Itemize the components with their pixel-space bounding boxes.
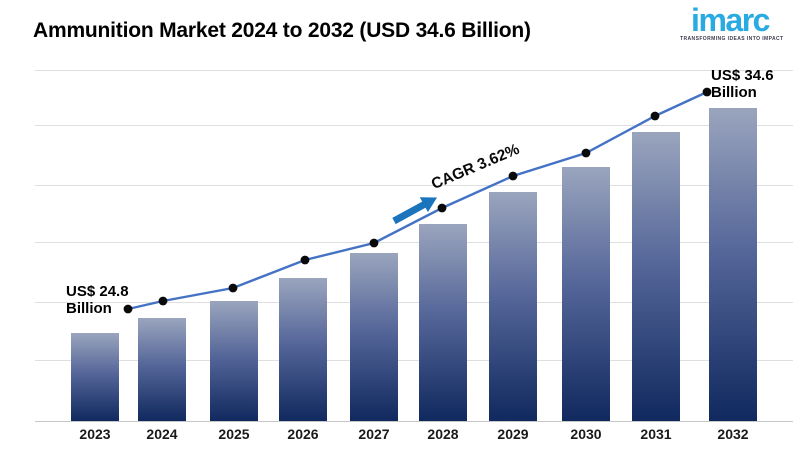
bar-2024: [138, 318, 186, 421]
x-axis-line: [35, 421, 793, 422]
end-value-line2: Billion: [711, 84, 757, 101]
grid-line-5: [35, 360, 793, 361]
bar-2023: [71, 333, 119, 421]
bar-2027: [350, 253, 398, 421]
bar-2026: [279, 278, 327, 421]
bar-2031: [632, 132, 680, 421]
x-axis-label-2027: 2027: [358, 426, 390, 442]
end-value-label: US$ 34.6 Billion: [711, 67, 774, 101]
x-axis-label-2026: 2026: [287, 426, 319, 442]
bar-2028: [419, 224, 467, 421]
imarc-logo-tagline: TRANSFORMING IDEAS INTO IMPACT: [680, 36, 784, 43]
imarc-logo-wordmark: imarc: [691, 2, 770, 38]
bar-2030: [562, 167, 610, 421]
x-axis-label-2024: 2024: [146, 426, 178, 442]
imarc-logo: imarc TRANSFORMING IDEAS INTO IMPACT: [680, 2, 784, 43]
x-axis-label-2028: 2028: [427, 426, 459, 442]
start-value-label: US$ 24.8 Billion: [66, 283, 129, 317]
start-value-line2: Billion: [66, 300, 112, 317]
x-axis-label-2025: 2025: [218, 426, 250, 442]
x-axis-label-2029: 2029: [497, 426, 529, 442]
grid-line-0: [35, 70, 793, 71]
grid-line-1: [35, 125, 793, 126]
bar-2029: [489, 192, 537, 421]
x-axis-label-2030: 2030: [570, 426, 602, 442]
chart-title: Ammunition Market 2024 to 2032 (USD 34.6…: [33, 19, 531, 42]
x-axis-label-2031: 2031: [640, 426, 672, 442]
x-axis-label-2032: 2032: [717, 426, 749, 442]
end-value-line1: US$ 34.6: [711, 67, 774, 84]
bar-2032: [709, 108, 757, 421]
bar-2025: [210, 301, 258, 421]
x-axis-label-2023: 2023: [79, 426, 111, 442]
start-value-line1: US$ 24.8: [66, 283, 129, 300]
